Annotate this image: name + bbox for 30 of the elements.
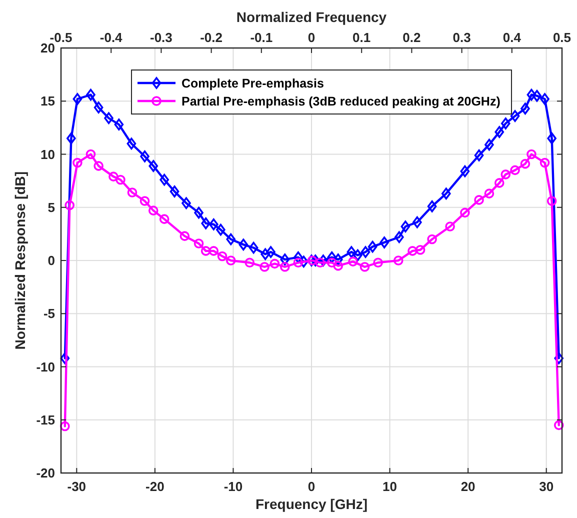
x2-tick-label: 0.1 <box>352 30 371 45</box>
x2-tick-label: 0.2 <box>402 30 421 45</box>
legend-label: Complete Pre-emphasis <box>182 76 324 90</box>
x2-tick-label: 0.4 <box>502 30 522 45</box>
x-tick-label: -10 <box>224 479 243 494</box>
x2-tick-label: 0 <box>308 30 316 45</box>
y-tick-label: -15 <box>36 412 55 428</box>
x2-tick-label: 0.3 <box>452 30 471 45</box>
x-axis-title: Frequency [GHz] <box>255 496 368 512</box>
x2-tick-label: 0.5 <box>552 30 572 45</box>
x-tick-label: 20 <box>460 479 476 494</box>
x2-tick-label: -0.3 <box>150 30 172 45</box>
x-tick-label: -30 <box>67 479 86 494</box>
x2-axis-title: Normalized Frequency <box>236 9 387 25</box>
y-tick-label: -5 <box>43 306 55 322</box>
x-tick-label: -20 <box>146 479 164 494</box>
x-tick-label: 0 <box>308 479 316 494</box>
x2-tick-label: -0.2 <box>200 30 223 45</box>
y-tick-label: -10 <box>36 359 55 374</box>
y-tick-label: 5 <box>48 200 55 215</box>
y-tick-label: 15 <box>40 94 55 109</box>
y-tick-label: 0 <box>48 253 55 268</box>
legend-label: Partial Pre-emphasis (3dB reduced peaking at 20GHz) <box>182 94 500 108</box>
x-tick-label: 30 <box>539 479 554 494</box>
y-tick-label: 10 <box>40 146 55 162</box>
y-tick-label: -20 <box>36 466 55 480</box>
x-tick-label: 10 <box>382 479 398 494</box>
y-axis-title: Normalized Response [dB] <box>12 171 28 350</box>
x2-tick-label: -0.4 <box>100 30 124 45</box>
x2-tick-label: -0.1 <box>250 30 273 45</box>
